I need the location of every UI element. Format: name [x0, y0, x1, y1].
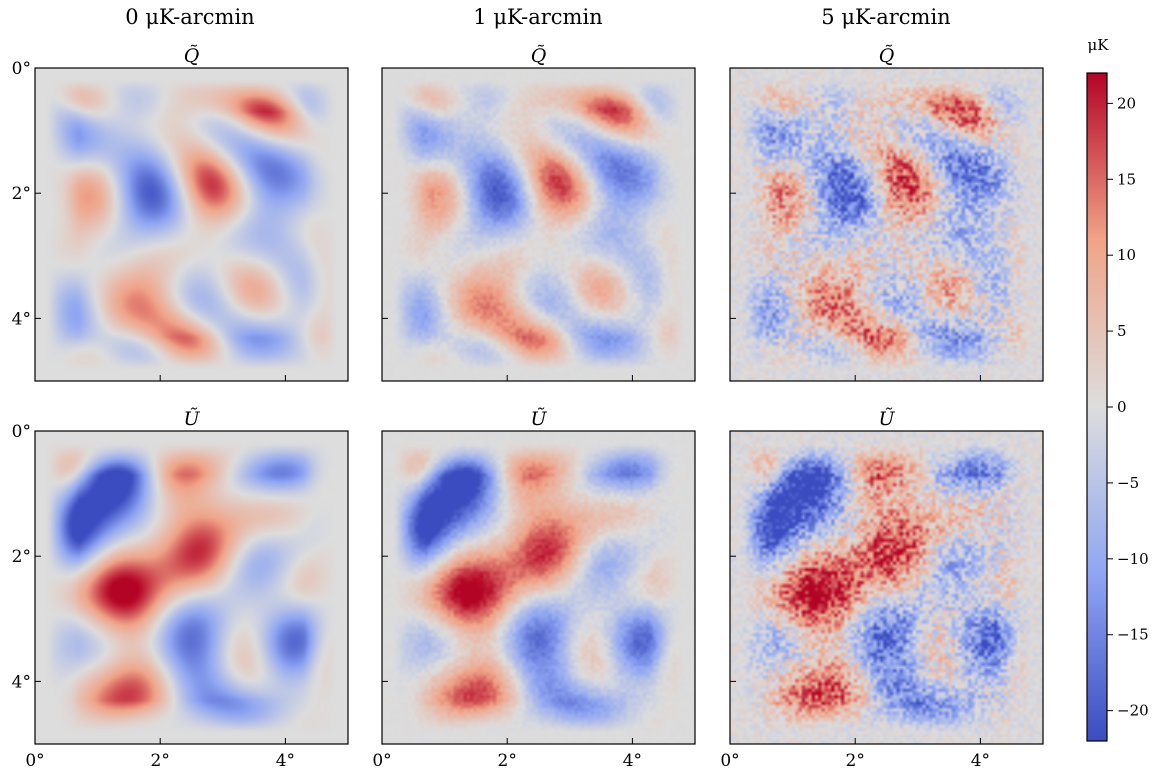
- panel-title: Q̃: [531, 45, 547, 67]
- column-title-2: 5 μK-arcmin: [821, 5, 950, 29]
- heatmap-panel-1-0: Ũ 0° 0° 2° 2° 4° 4°: [12, 407, 349, 771]
- colorbar-gradient: [1086, 72, 1108, 742]
- colorbar-tick-label: 15: [1117, 170, 1136, 188]
- y-tick-label: 0°: [12, 422, 31, 442]
- panel-grid: Q̃ 0° 2° 4° Q̃ Q̃ Ũ 0° 0° 2° 2° 4° 4° Ũ 0° 2° 4° Ũ 0° 2° 4°: [12, 45, 1044, 771]
- panel-frame: [34, 67, 349, 382]
- column-title-0: 0 μK-arcmin: [125, 5, 254, 29]
- x-tick-label: 2°: [498, 751, 517, 771]
- heatmap-panel-0-1: Q̃: [381, 45, 696, 382]
- x-tick-label: 4°: [971, 751, 990, 771]
- x-tick-label: 2°: [846, 751, 865, 771]
- panel-frame: [34, 430, 349, 745]
- y-tick-label: 0°: [12, 59, 31, 79]
- panel-title: Ũ: [183, 407, 200, 430]
- colorbar-label: μK: [1088, 36, 1110, 54]
- x-tick-label: 0°: [720, 751, 739, 771]
- panel-frame: [381, 430, 696, 745]
- heatmap-image: [730, 68, 1043, 381]
- panel-frame: [381, 67, 696, 382]
- colorbar-tick-label: 20: [1117, 94, 1136, 112]
- y-tick-label: 2°: [12, 547, 31, 567]
- colorbar-ticks: 20 15 10 5 0 −5 −10 −15 −20: [1107, 94, 1149, 720]
- x-tick-label: 0°: [372, 751, 391, 771]
- y-tick-label: 2°: [12, 184, 31, 204]
- panel-title: Q̃: [184, 45, 200, 67]
- colorbar-tick-label: −20: [1117, 702, 1149, 720]
- y-tick-label: 4°: [12, 672, 31, 692]
- colorbar-tick-label: 5: [1117, 322, 1127, 340]
- x-tick-label: 0°: [25, 751, 44, 771]
- heatmap-image: [35, 68, 348, 381]
- x-tick-label: 4°: [623, 751, 642, 771]
- heatmap-image: [35, 431, 348, 744]
- colorbar-tick-label: −10: [1117, 550, 1149, 568]
- panel-frame: [729, 67, 1044, 382]
- heatmap-panel-1-1: Ũ 0° 2° 4°: [372, 407, 696, 771]
- panel-title: Q̃: [879, 45, 895, 67]
- colorbar: μK 20 15 10 5 0 −5 −10 −15 −20: [1086, 36, 1149, 742]
- heatmap-image: [382, 68, 695, 381]
- colorbar-tick-label: −5: [1117, 474, 1139, 492]
- colorbar-tick-label: −15: [1117, 626, 1149, 644]
- colorbar-tick-label: 10: [1117, 246, 1136, 264]
- heatmap-image: [730, 431, 1043, 744]
- panel-frame: [729, 430, 1044, 745]
- colorbar-tick-label: 0: [1117, 398, 1127, 416]
- heatmap-panel-0-2: Q̃: [729, 45, 1044, 382]
- x-tick-label: 2°: [151, 751, 170, 771]
- panel-title: Ũ: [530, 407, 547, 430]
- heatmap-panel-0-0: Q̃ 0° 2° 4°: [12, 45, 349, 382]
- x-tick-label: 4°: [276, 751, 295, 771]
- y-tick-label: 4°: [12, 309, 31, 329]
- heatmap-image: [382, 431, 695, 744]
- column-title-1: 1 μK-arcmin: [473, 5, 602, 29]
- heatmap-panel-1-2: Ũ 0° 2° 4°: [720, 407, 1044, 771]
- panel-title: Ũ: [878, 407, 895, 430]
